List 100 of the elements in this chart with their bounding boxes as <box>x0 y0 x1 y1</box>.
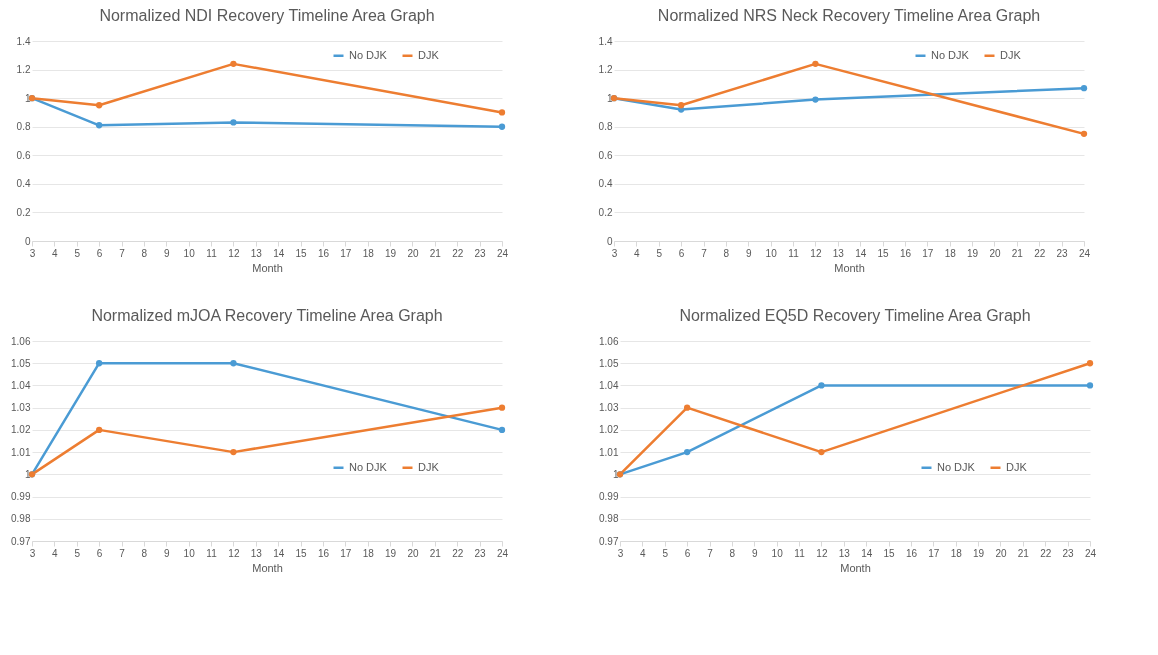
x-tick-label: 17 <box>922 247 934 259</box>
point <box>1086 382 1094 389</box>
x-tick-label: 19 <box>385 247 397 259</box>
x-tick-label: 4 <box>640 547 647 559</box>
x-tick-label: 23 <box>1062 547 1075 559</box>
x-tick-label: 5 <box>656 247 663 259</box>
chart-title: Normalized EQ5D Recovery Timeline Area Graph <box>679 307 1031 324</box>
x-tick-label: 21 <box>1017 547 1030 559</box>
x-tick-label: 21 <box>429 247 442 259</box>
x-tick-label: 17 <box>340 547 352 559</box>
x-tick-label: 15 <box>883 547 896 559</box>
chart-title: Normalized mJOA Recovery Timeline Area Graph <box>91 307 443 324</box>
x-tick-label: 3 <box>611 247 618 259</box>
x-tick-label: 20 <box>407 547 419 559</box>
y-tick-label: 1.06 <box>11 335 31 347</box>
x-tick-label: 9 <box>164 547 170 559</box>
point <box>498 404 506 411</box>
x-tick-label: 18 <box>944 247 957 259</box>
point <box>818 382 825 389</box>
x-tick-label: 24 <box>496 547 509 559</box>
y-tick-label: 1.2 <box>598 64 613 76</box>
x-tick-label: 15 <box>295 247 308 259</box>
point <box>230 448 237 456</box>
x-tick-label: 13 <box>250 247 263 259</box>
legend-label: No DJK <box>937 460 976 473</box>
y-tick-label: 1.03 <box>11 402 31 414</box>
point <box>812 60 819 68</box>
x-tick-label: 22 <box>452 547 464 559</box>
legend-label: No DJK <box>931 48 970 61</box>
x-tick-label: 10 <box>183 547 196 559</box>
y-tick-label: 1.03 <box>599 402 619 414</box>
legend-label: DJK <box>418 460 440 473</box>
point <box>683 404 691 411</box>
x-tick-label: 16 <box>899 247 912 259</box>
x-tick-label: 13 <box>832 247 845 259</box>
point <box>95 102 103 109</box>
y-tick-label: 1.04 <box>599 379 619 391</box>
x-tick-label: 5 <box>74 247 81 259</box>
x-tick-label: 22 <box>452 247 464 259</box>
x-axis-title: Month <box>840 561 871 574</box>
y-tick-label: 0 <box>606 235 613 247</box>
x-axis-title: Month <box>834 261 865 274</box>
x-tick-label: 3 <box>617 547 624 559</box>
y-tick-label: 1 <box>612 468 619 480</box>
x-tick-label: 8 <box>723 247 730 259</box>
chart-title: Normalized NRS Neck Recovery Timeline Area Graph <box>657 7 1041 24</box>
legend-label: DJK <box>418 48 440 61</box>
point <box>1080 84 1088 92</box>
x-tick-label: 16 <box>905 547 918 559</box>
x-tick-label: 22 <box>1034 247 1046 259</box>
x-tick-label: 24 <box>1078 247 1091 259</box>
x-tick-label: 14 <box>855 247 867 259</box>
x-tick-label: 18 <box>362 247 375 259</box>
y-tick-label: 0.6 <box>16 149 31 161</box>
point <box>95 122 103 129</box>
x-axis-title: Month <box>252 561 283 574</box>
y-tick-label: 0.97 <box>11 535 31 547</box>
point <box>95 360 103 367</box>
x-tick-label: 22 <box>1040 547 1052 559</box>
x-tick-label: 5 <box>74 547 81 559</box>
y-tick-label: 1.02 <box>11 424 31 436</box>
x-tick-label: 12 <box>228 247 240 259</box>
x-tick-label: 14 <box>273 547 285 559</box>
x-tick-label: 8 <box>729 547 736 559</box>
x-tick-label: 18 <box>950 547 963 559</box>
x-tick-label: 18 <box>362 547 375 559</box>
point <box>230 360 237 367</box>
y-tick-label: 0.4 <box>598 178 613 190</box>
point <box>683 448 691 456</box>
y-tick-label: 0.99 <box>599 491 619 503</box>
y-tick-label: 1.06 <box>599 335 619 347</box>
legend-label: DJK <box>1000 48 1022 61</box>
x-tick-label: 4 <box>52 247 59 259</box>
point <box>498 426 506 434</box>
x-tick-label: 11 <box>794 547 806 559</box>
legend-label: DJK <box>1006 460 1028 473</box>
x-tick-label: 10 <box>183 247 196 259</box>
y-tick-label: 0.97 <box>599 535 619 547</box>
x-tick-label: 8 <box>141 547 148 559</box>
y-tick-label: 1.4 <box>16 35 31 47</box>
x-tick-label: 23 <box>474 247 487 259</box>
y-tick-label: 1 <box>24 92 31 104</box>
y-tick-label: 0.8 <box>16 121 31 133</box>
x-axis-title: Month <box>252 261 283 274</box>
y-tick-label: 0.4 <box>16 178 31 190</box>
y-tick-label: 0.8 <box>598 121 613 133</box>
x-tick-label: 6 <box>96 547 103 559</box>
x-tick-label: 3 <box>29 247 36 259</box>
x-tick-label: 23 <box>1056 247 1069 259</box>
point <box>677 102 685 109</box>
x-tick-label: 12 <box>810 247 822 259</box>
x-tick-label: 9 <box>164 247 170 259</box>
x-tick-label: 5 <box>662 547 669 559</box>
legend-label: No DJK <box>349 48 388 61</box>
x-tick-label: 19 <box>385 547 397 559</box>
y-tick-label: 1.2 <box>16 64 31 76</box>
x-tick-label: 20 <box>989 247 1001 259</box>
x-tick-label: 7 <box>707 547 714 559</box>
x-tick-label: 21 <box>1011 247 1024 259</box>
point <box>230 119 237 126</box>
